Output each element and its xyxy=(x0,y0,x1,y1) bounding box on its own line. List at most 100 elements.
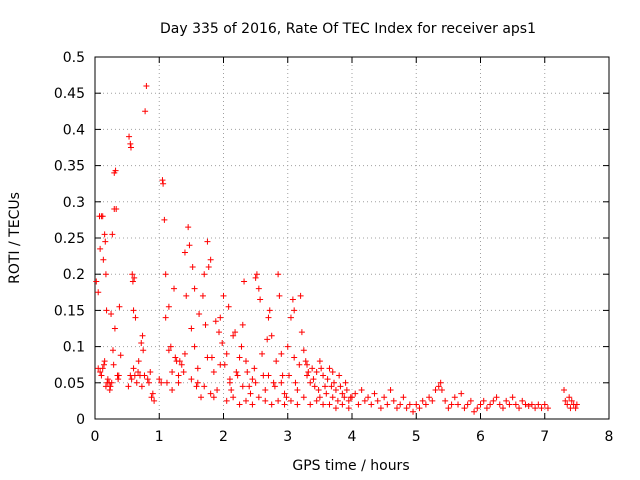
data-point xyxy=(111,325,118,332)
data-point xyxy=(246,383,253,390)
data-point xyxy=(458,390,465,397)
data-point xyxy=(194,379,201,386)
data-point xyxy=(225,303,232,310)
data-point xyxy=(188,376,195,383)
data-point xyxy=(205,263,212,270)
data-point xyxy=(487,401,494,408)
data-point xyxy=(305,368,312,375)
y-tick-label: 0.5 xyxy=(63,50,85,66)
data-point xyxy=(273,358,280,365)
data-point xyxy=(387,387,394,394)
data-point xyxy=(171,285,178,292)
data-point xyxy=(304,372,311,379)
data-point xyxy=(194,365,201,372)
data-point xyxy=(461,405,468,412)
data-point xyxy=(183,292,190,299)
data-point xyxy=(268,332,275,339)
data-point xyxy=(233,368,240,375)
data-point xyxy=(223,397,230,404)
data-point xyxy=(516,405,523,412)
data-point xyxy=(298,329,305,336)
data-point xyxy=(133,379,140,386)
y-tick-label: 0.3 xyxy=(63,195,85,211)
data-point xyxy=(162,314,169,321)
data-point xyxy=(221,361,228,368)
data-point xyxy=(341,394,348,401)
y-tick-label: 0.4 xyxy=(63,122,85,138)
data-point xyxy=(438,387,445,394)
data-point xyxy=(217,314,224,321)
data-point xyxy=(236,354,243,361)
data-point xyxy=(129,271,136,278)
x-tick-label: 8 xyxy=(605,429,614,445)
y-tick-label: 0.25 xyxy=(54,231,85,247)
chart-title: Day 335 of 2016, Rate Of TEC Index for r… xyxy=(160,21,536,37)
data-point xyxy=(129,278,136,285)
data-point xyxy=(490,397,497,404)
data-point xyxy=(393,405,400,412)
data-point xyxy=(480,397,487,404)
data-point xyxy=(189,263,196,270)
data-point xyxy=(163,379,170,386)
data-point xyxy=(279,372,286,379)
data-point xyxy=(300,347,307,354)
data-point xyxy=(355,401,362,408)
data-point xyxy=(204,354,211,361)
data-point xyxy=(149,390,156,397)
data-points xyxy=(93,82,580,415)
data-point xyxy=(99,213,106,220)
data-point xyxy=(255,285,262,292)
data-point xyxy=(176,358,183,365)
data-point xyxy=(201,383,208,390)
data-point xyxy=(313,368,320,375)
data-point xyxy=(506,401,513,408)
data-point xyxy=(493,394,500,401)
data-point xyxy=(307,401,314,408)
data-point xyxy=(160,180,167,187)
data-point xyxy=(186,242,193,249)
data-point xyxy=(564,401,571,408)
data-point xyxy=(291,354,298,361)
data-point xyxy=(316,394,323,401)
data-point xyxy=(202,321,209,328)
data-point xyxy=(242,397,249,404)
data-point xyxy=(161,216,168,223)
x-tick-label: 1 xyxy=(155,429,164,445)
data-point xyxy=(198,394,205,401)
data-point xyxy=(345,405,352,412)
data-point xyxy=(106,387,113,394)
data-point xyxy=(566,394,573,401)
data-point xyxy=(210,394,217,401)
data-point xyxy=(304,361,311,368)
y-tick-label: 0.05 xyxy=(54,376,85,392)
data-point xyxy=(302,358,309,365)
data-point xyxy=(172,354,179,361)
data-point xyxy=(151,397,158,404)
data-point xyxy=(252,274,259,281)
data-point xyxy=(368,401,375,408)
data-point xyxy=(322,383,329,390)
x-tick-label: 3 xyxy=(283,429,292,445)
data-point xyxy=(130,307,137,314)
data-point xyxy=(93,278,100,285)
data-point xyxy=(138,339,145,346)
data-point xyxy=(142,108,149,115)
data-point xyxy=(567,405,574,412)
x-tick-label: 7 xyxy=(540,429,549,445)
data-point xyxy=(126,133,133,140)
data-point xyxy=(337,383,344,390)
data-point xyxy=(416,405,423,412)
data-point xyxy=(127,144,134,151)
data-point xyxy=(403,405,410,412)
data-point xyxy=(426,394,433,401)
data-point xyxy=(230,394,237,401)
data-point xyxy=(104,376,111,383)
data-point xyxy=(252,379,259,386)
data-point xyxy=(281,401,288,408)
data-point xyxy=(474,405,481,412)
data-point xyxy=(477,401,484,408)
data-point xyxy=(324,376,331,383)
data-point xyxy=(247,390,254,397)
data-point xyxy=(131,274,138,281)
data-point xyxy=(226,376,233,383)
